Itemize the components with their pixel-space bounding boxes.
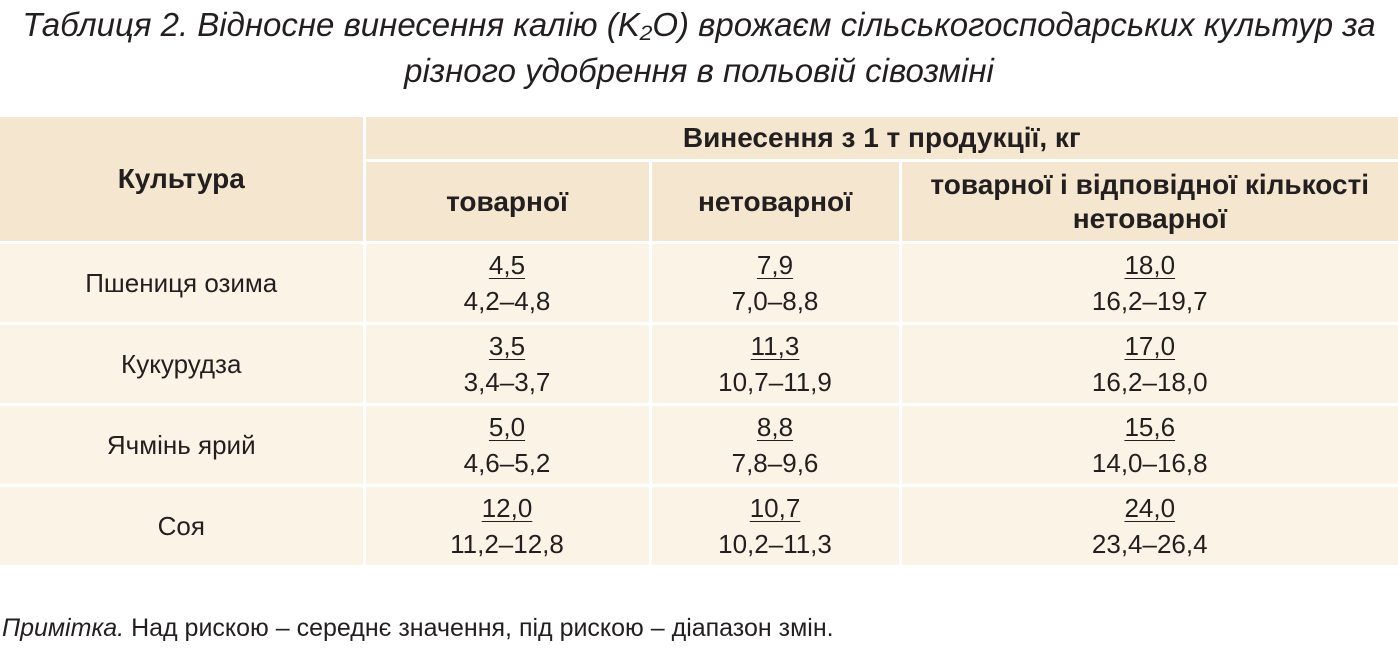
mean-value: 10,7	[749, 493, 801, 523]
mean-value: 17,0	[1124, 331, 1176, 361]
range-value: 4,2–4,8	[463, 286, 551, 316]
header-cell: Культура	[0, 114, 366, 244]
range-value: 10,7–11,9	[718, 367, 832, 397]
range-value: 11,2–12,8	[450, 529, 564, 559]
value-cell: 18,0 16,2–19,7	[898, 241, 1398, 325]
mean-value: 7,9	[756, 250, 794, 280]
data-table: Культура Винесення з 1 т продукції, кг т…	[0, 114, 1398, 568]
range-value: 4,6–5,2	[463, 448, 551, 478]
value-cell: 24,0 23,4–26,4	[898, 484, 1398, 568]
mean-value: 4,5	[488, 250, 526, 280]
range-value: 7,8–9,6	[731, 448, 819, 478]
value-cell: 3,5 3,4–3,7	[362, 322, 652, 406]
mean-value: 8,8	[756, 412, 794, 442]
crop-cell: Пшениця озима	[0, 241, 366, 325]
range-value: 7,0–8,8	[731, 286, 819, 316]
range-value: 16,2–18,0	[1091, 367, 1208, 397]
table-row: Кукурудза 3,5 3,4–3,7 11,3 10,7–11,9 17,0 16,2…	[0, 322, 1398, 406]
mean-value: 12,0	[481, 493, 533, 523]
value-cell: 11,3 10,7–11,9	[648, 322, 902, 406]
range-value: 10,2–11,3	[718, 529, 832, 559]
header-cell: нетоварної	[648, 159, 902, 244]
mean-value: 18,0	[1124, 250, 1176, 280]
range-value: 14,0–16,8	[1091, 448, 1208, 478]
value-cell: 10,7 10,2–11,3	[648, 484, 902, 568]
range-value: 16,2–19,7	[1091, 286, 1208, 316]
footnote-text: Над рискою – середнє значення, під риско…	[131, 614, 834, 642]
value-cell: 7,9 7,0–8,8	[648, 241, 902, 325]
value-cell: 4,5 4,2–4,8	[362, 241, 652, 325]
mean-value: 15,6	[1124, 412, 1176, 442]
table-row: Соя 12,0 11,2–12,8 10,7 10,2–11,3 24,0 23,4–26…	[0, 484, 1398, 568]
table-row: Ячмінь ярий 5,0 4,6–5,2 8,8 7,8–9,6 15,6 14,0–…	[0, 403, 1398, 487]
header-cell: Винесення з 1 т продукції, кг	[362, 114, 1398, 162]
mean-value: 11,3	[750, 331, 800, 361]
footnote-label: Примітка.	[2, 614, 125, 642]
value-cell: 8,8 7,8–9,6	[648, 403, 902, 487]
footnote: Примітка. Над рискою – середнє значення,…	[2, 614, 834, 643]
header-cell: товарної	[364, 159, 652, 244]
crop-cell: Кукурудза	[0, 322, 366, 406]
header-cell: товарної і відповідної кількості нетовар…	[898, 159, 1398, 244]
range-value: 23,4–26,4	[1091, 529, 1208, 559]
table-row: Пшениця озима 4,5 4,2–4,8 7,9 7,0–8,8 18,0 16,…	[0, 241, 1398, 325]
mean-value: 24,0	[1124, 493, 1176, 523]
crop-cell: Ячмінь ярий	[0, 403, 366, 487]
value-cell: 17,0 16,2–18,0	[898, 322, 1398, 406]
mean-value: 5,0	[488, 412, 526, 442]
range-value: 3,4–3,7	[463, 367, 551, 397]
value-cell: 5,0 4,6–5,2	[362, 403, 652, 487]
value-cell: 12,0 11,2–12,8	[362, 484, 652, 568]
value-cell: 15,6 14,0–16,8	[898, 403, 1398, 487]
crop-cell: Соя	[0, 484, 366, 568]
mean-value: 3,5	[488, 331, 526, 361]
table-title: Таблиця 2. Відносне винесення калію (K₂O…	[22, 6, 1376, 89]
